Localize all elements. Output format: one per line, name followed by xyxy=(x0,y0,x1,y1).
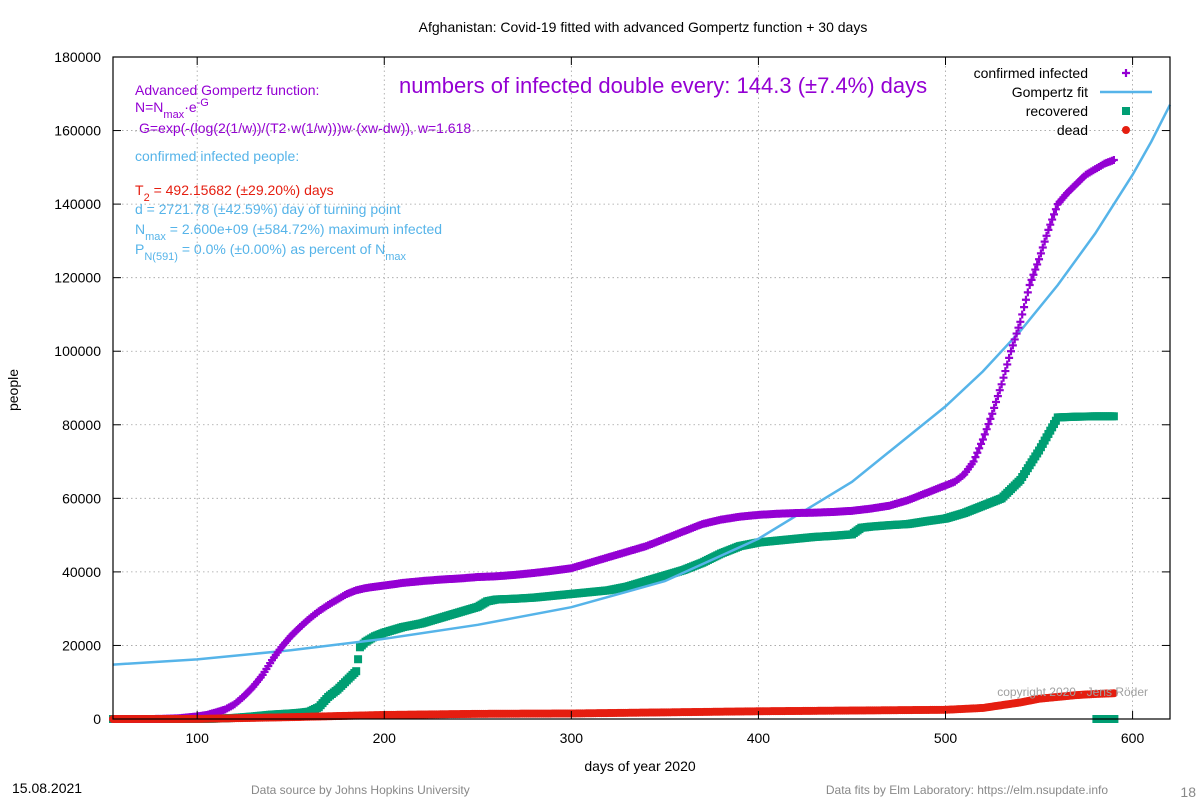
confirmed-point xyxy=(1035,255,1044,264)
footer-source: Data source by Johns Hopkins University xyxy=(251,783,470,797)
y-tick-label: 120000 xyxy=(54,270,101,286)
confirmed-point xyxy=(1008,341,1017,350)
formula-line2: G=exp(-(log(2(1/w))/(T2·w(1/w)))w·(xw-dw… xyxy=(139,120,471,136)
confirmed-point xyxy=(1010,335,1019,344)
y-axis-label: people xyxy=(5,369,21,411)
axis-ticks: 100 200 300 400 500 600 0 20000 40000 60000 80000 1… xyxy=(54,49,1170,746)
confirmed-point xyxy=(1027,275,1036,284)
confirmed-point xyxy=(1046,220,1055,229)
confirmed-point xyxy=(1001,367,1010,376)
confirmed-point xyxy=(1029,270,1038,279)
confirmed-point xyxy=(1016,317,1025,326)
legend-swatch-confirmed xyxy=(1122,69,1130,77)
series-dead xyxy=(109,689,1118,723)
y-tick-label: 20000 xyxy=(62,637,101,653)
confirmed-point xyxy=(977,439,986,448)
percent-value: PN(591) = 0.0% (±0.00%) as percent of Nm… xyxy=(135,241,407,263)
confirmed-point xyxy=(1036,249,1045,258)
plot-frame xyxy=(112,56,1171,720)
legend-label: recovered xyxy=(1026,103,1088,119)
x-tick-label: 100 xyxy=(186,730,210,746)
confirmed-point xyxy=(1020,303,1029,312)
confirmed-heading: confirmed infected people: xyxy=(135,148,299,164)
confirmed-point xyxy=(1044,225,1053,234)
x-tick-label: 600 xyxy=(1121,730,1145,746)
y-tick-label: 40000 xyxy=(62,564,101,580)
recovered-point xyxy=(352,667,361,676)
confirmed-point xyxy=(988,409,997,418)
confirmed-point xyxy=(1033,260,1042,269)
legend-label: confirmed infected xyxy=(974,65,1088,81)
confirmed-point xyxy=(971,453,980,462)
confirmed-point xyxy=(980,430,989,439)
y-tick-label: 180000 xyxy=(54,49,101,65)
confirmed-point xyxy=(997,380,1006,389)
legend-label: dead xyxy=(1057,122,1088,138)
confirmed-point xyxy=(1031,265,1040,274)
confirmed-point xyxy=(1040,237,1049,246)
x-tick-label: 300 xyxy=(560,730,584,746)
confirmed-point xyxy=(1005,353,1014,362)
x-tick-label: 200 xyxy=(373,730,397,746)
footer-page-number: 18 xyxy=(1180,784,1196,800)
confirmed-point xyxy=(1050,210,1059,219)
legend-swatch-dead xyxy=(1122,126,1130,134)
turning-point-value: d = 2721.78 (±42.59%) day of turning poi… xyxy=(135,201,401,217)
confirmed-point xyxy=(982,425,991,434)
recovered-point xyxy=(354,655,363,664)
y-tick-label: 0 xyxy=(93,711,101,727)
confirmed-point xyxy=(995,386,1004,395)
formula-line1: N=Nmax·e-G xyxy=(135,97,209,121)
y-tick-label: 160000 xyxy=(54,123,101,139)
confirmed-point xyxy=(1048,215,1057,224)
confirmed-point xyxy=(986,414,995,423)
x-tick-label: 500 xyxy=(934,730,958,746)
confirmed-point xyxy=(969,457,978,466)
dead-point xyxy=(1109,689,1118,698)
t2-value: T2 = 492.15682 (±29.20%) days xyxy=(135,182,334,204)
confirmed-point xyxy=(1038,243,1047,252)
confirmed-point xyxy=(984,420,993,429)
confirmed-point xyxy=(1012,329,1021,338)
series-gompertz-fit xyxy=(112,104,1172,666)
annotation-layer: Advanced Gompertz function:N=Nmax·e-GG=e… xyxy=(135,73,1148,699)
gompertz-fit-line xyxy=(112,104,1172,666)
confirmed-point xyxy=(999,373,1008,382)
footer-date: 15.08.2021 xyxy=(12,780,82,796)
confirmed-point xyxy=(1021,295,1030,304)
x-axis-label: days of year 2020 xyxy=(584,758,696,774)
copyright-text: copyright 2020 · Jens Röder xyxy=(997,685,1148,699)
formula-heading: Advanced Gompertz function: xyxy=(135,82,319,98)
x-tick-label: 400 xyxy=(747,730,771,746)
doubling-time-text: numbers of infected double every: 144.3 … xyxy=(399,73,927,98)
y-tick-label: 60000 xyxy=(62,490,101,506)
y-tick-label: 80000 xyxy=(62,417,101,433)
confirmed-point xyxy=(1042,231,1051,240)
chart-title: Afghanistan: Covid-19 fitted with advanc… xyxy=(419,19,868,35)
legend-swatch-recovered xyxy=(1122,107,1130,115)
confirmed-point xyxy=(1023,288,1032,297)
confirmed-point xyxy=(1109,155,1118,164)
nmax-value: Nmax = 2.600e+09 (±584.72%) maximum infe… xyxy=(135,221,442,243)
confirmed-point xyxy=(1018,310,1027,319)
confirmed-point xyxy=(993,392,1002,401)
y-tick-label: 140000 xyxy=(54,196,101,212)
confirmed-point xyxy=(1014,323,1023,332)
legend: confirmed infected Gompertz fit recovered d… xyxy=(974,65,1152,138)
y-tick-label: 100000 xyxy=(54,343,101,359)
footer-fits: Data fits by Elm Laboratory: https://elm… xyxy=(826,783,1108,797)
confirmed-point xyxy=(973,448,982,457)
confirmed-point xyxy=(1006,347,1015,356)
confirmed-point xyxy=(975,444,984,453)
recovered-point xyxy=(1109,412,1118,421)
confirmed-point xyxy=(990,403,999,412)
confirmed-point xyxy=(1051,205,1060,214)
confirmed-point xyxy=(978,435,987,444)
confirmed-point xyxy=(1003,360,1012,369)
confirmed-point xyxy=(992,397,1001,406)
confirmed-point xyxy=(1025,281,1034,290)
legend-label: Gompertz fit xyxy=(1012,84,1088,100)
